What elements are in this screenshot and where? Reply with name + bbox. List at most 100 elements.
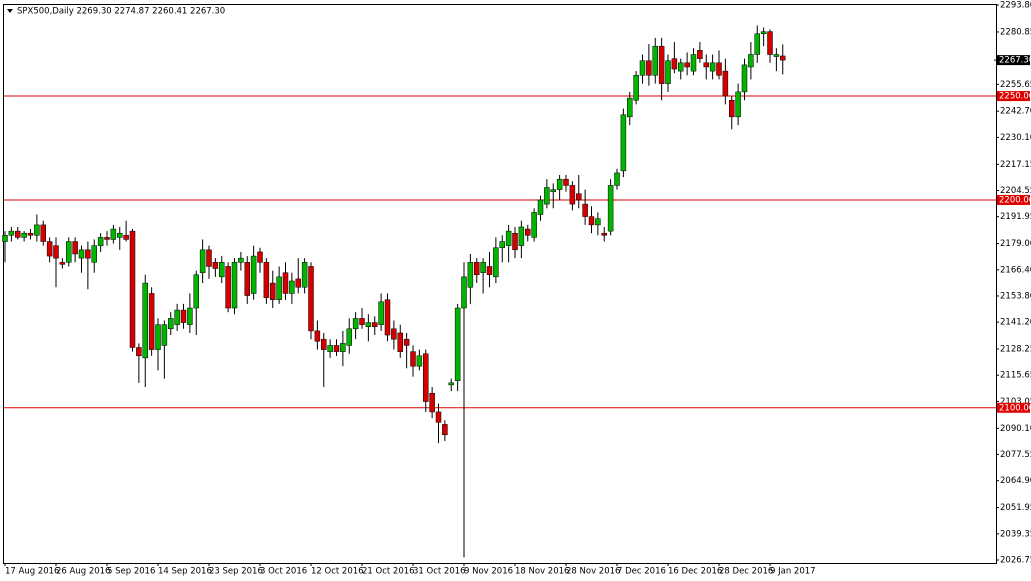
candle-body	[219, 262, 225, 278]
y-tick-label: 2242.70	[1000, 107, 1031, 117]
candle-body	[467, 262, 474, 288]
candle-body	[2, 235, 8, 242]
candle-body	[461, 276, 467, 309]
candle-body	[180, 309, 187, 323]
candle-body	[206, 249, 212, 267]
candle-body	[627, 97, 633, 118]
candle-body	[72, 241, 78, 255]
candle-body	[595, 218, 601, 226]
y-tick-label: 2255.65	[1000, 80, 1031, 90]
candle-body	[537, 199, 544, 215]
candle-body	[454, 307, 461, 382]
candle-body	[327, 345, 333, 352]
candle-body	[155, 324, 161, 350]
candle-body	[620, 114, 627, 172]
y-tick-label: 2153.80	[1000, 291, 1031, 301]
y-tick-label: 2026.75	[1000, 555, 1031, 565]
y-tick-label: 2166.40	[1000, 265, 1031, 275]
level-label-box	[997, 194, 1030, 205]
candle-body	[735, 91, 741, 118]
y-tick-label: 2280.85	[1000, 27, 1031, 37]
x-tick-label: 9 Jan 2017	[770, 567, 816, 577]
y-tick-label: 2204.55	[1000, 186, 1031, 196]
x-tick-label: 12 Oct 2016	[311, 567, 364, 577]
level-label: 2100.00	[999, 403, 1031, 413]
candle-body	[257, 251, 263, 263]
candle-body	[767, 31, 773, 55]
candle-body	[391, 328, 397, 340]
candle-body	[301, 262, 308, 288]
level-label-box	[997, 402, 1030, 413]
candle-body	[741, 64, 748, 93]
y-tick-label: 2064.90	[1000, 476, 1031, 486]
candle-body	[263, 262, 270, 298]
candle-body	[684, 62, 690, 68]
level-label: 2200.00	[999, 195, 1031, 205]
last-price-box	[997, 55, 1030, 66]
x-tick-label: 5 Sep 2016	[107, 567, 155, 577]
candle-body	[397, 332, 403, 352]
candle-body	[416, 355, 423, 367]
candle-body	[85, 249, 91, 259]
candle-body	[340, 343, 346, 352]
y-tick-label: 2179.00	[1000, 239, 1031, 249]
candle-body	[117, 232, 123, 238]
candle-body	[314, 330, 321, 342]
candle-body	[544, 187, 550, 205]
candle-body	[53, 245, 59, 259]
candle-body	[780, 55, 786, 61]
y-tick-label: 2077.55	[1000, 450, 1031, 460]
candle-body	[276, 276, 282, 300]
y-tick-label: 2051.95	[1000, 503, 1031, 513]
menu-arrow	[7, 9, 13, 13]
candle-body	[569, 185, 576, 205]
x-tick-label: 21 Oct 2016	[362, 567, 415, 577]
candle-body	[308, 266, 314, 332]
x-tick-label: 18 Nov 2016	[515, 567, 569, 577]
candle-body	[652, 45, 658, 76]
candle-body	[136, 347, 142, 357]
y-tick-label: 2090.10	[1000, 424, 1031, 434]
candle-body	[321, 338, 327, 350]
candle-body	[722, 70, 729, 97]
level-label-box	[997, 91, 1030, 102]
candle-body	[110, 228, 117, 240]
candle-body	[563, 178, 569, 186]
candle-body	[716, 62, 722, 76]
candle-body	[435, 411, 442, 423]
candle-body	[709, 62, 716, 72]
candle-body	[429, 392, 435, 413]
candle-body	[671, 58, 678, 70]
candle-body	[193, 274, 199, 309]
candle-body	[639, 60, 646, 76]
candle-body	[142, 282, 148, 359]
x-tick-label: 14 Sep 2016	[158, 567, 212, 577]
candle-body	[78, 249, 85, 259]
candle-body	[474, 262, 480, 276]
candle-body	[448, 382, 454, 386]
level-label: 2250.00	[999, 92, 1031, 102]
y-tick-label: 2103.05	[1000, 397, 1031, 407]
candle-body	[690, 54, 697, 72]
candle-body	[403, 338, 410, 346]
candle-body	[250, 255, 257, 294]
candle-body	[212, 262, 219, 269]
candle-body	[289, 280, 295, 294]
candle-body	[346, 328, 352, 346]
y-tick-label: 2039.35	[1000, 529, 1031, 539]
candle-body	[442, 424, 448, 436]
candle-body	[244, 262, 250, 296]
candle-body	[8, 230, 15, 236]
candle-body	[27, 232, 34, 236]
candle-body	[410, 351, 416, 367]
x-tick-label: 28 Nov 2016	[566, 567, 620, 577]
candle-body	[505, 230, 512, 246]
candle-body	[40, 224, 46, 242]
candle-body	[665, 60, 671, 84]
candle-body	[199, 249, 206, 273]
y-tick-label: 2293.80	[1000, 1, 1031, 11]
y-tick-label: 2230.10	[1000, 133, 1031, 143]
candle-body	[91, 245, 97, 263]
candle-body	[59, 262, 66, 265]
candle-body	[493, 247, 499, 278]
